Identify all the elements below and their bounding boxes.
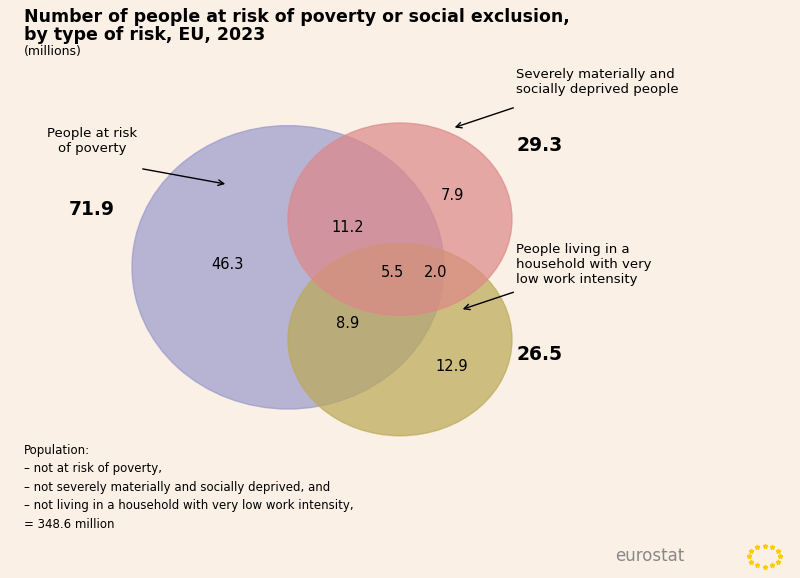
Text: 5.5: 5.5 [380,265,404,280]
Text: 11.2: 11.2 [332,220,364,235]
Text: 8.9: 8.9 [336,316,360,331]
Text: Number of people at risk of poverty or social exclusion,: Number of people at risk of poverty or s… [24,8,570,26]
Text: 12.9: 12.9 [436,359,468,374]
Text: by type of risk, EU, 2023: by type of risk, EU, 2023 [24,25,266,44]
Text: Population:
– not at risk of poverty,
– not severely materially and socially dep: Population: – not at risk of poverty, – … [24,444,354,531]
Text: (millions): (millions) [24,45,82,58]
Text: 2.0: 2.0 [424,265,448,280]
Text: People at risk
of poverty: People at risk of poverty [47,127,137,155]
Text: 29.3: 29.3 [516,136,562,155]
Text: eurostat: eurostat [614,547,684,565]
Text: 71.9: 71.9 [69,201,115,220]
Text: 26.5: 26.5 [516,345,562,364]
Text: 46.3: 46.3 [212,257,244,272]
Ellipse shape [288,243,512,436]
Text: Severely materially and
socially deprived people: Severely materially and socially deprive… [516,68,678,96]
Text: 7.9: 7.9 [440,188,464,203]
Ellipse shape [132,125,444,409]
Text: People living in a
household with very
low work intensity: People living in a household with very l… [516,243,651,286]
Ellipse shape [288,123,512,316]
